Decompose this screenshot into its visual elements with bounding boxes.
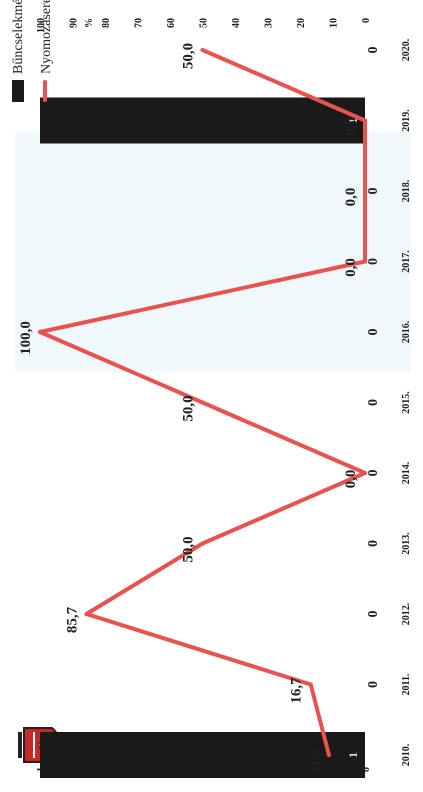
legend-label-line: Nyomozáseredményességi mutató (%) (39, 0, 54, 74)
line-point-2018. (363, 189, 367, 193)
background-watermark (15, 132, 410, 372)
legend-label-bar: Bűncselekmények száma (11, 0, 26, 74)
right-axis: 0 10 20 30 40 50 60 70 80 90 100 (36, 18, 372, 33)
right-tick-label: 50 (199, 18, 210, 28)
line-point-2010. (326, 753, 331, 757)
x-tick-label: 2018. (401, 179, 412, 202)
right-tick-label: 90 (69, 18, 80, 28)
line-point-2011. (308, 682, 313, 687)
line-point-2019. (363, 118, 367, 123)
line-point-2016. (38, 330, 42, 334)
right-tick-label: 10 (329, 18, 340, 28)
right-tick-label: 30 (264, 18, 275, 28)
x-tick-label: 2020. (401, 38, 412, 61)
line-value-label: 0,0 (343, 470, 359, 489)
line-value-label: 0,0 (343, 258, 359, 277)
bar-value-label: 1 (346, 752, 360, 758)
x-tick-label: 2012. (401, 602, 412, 625)
right-tick-label: 0 (361, 18, 372, 23)
right-tick-label: 60 (166, 18, 177, 28)
x-tick-label: 2019. (401, 109, 412, 132)
line-value-label: 0,0 (343, 117, 359, 136)
bar-value-label: 1 (346, 118, 360, 124)
count-label: 0 (366, 681, 381, 688)
legend-swatch-bar (12, 80, 24, 102)
right-tick-label: 80 (101, 18, 112, 28)
count-label: 0 (366, 329, 381, 336)
bar-2019. (40, 97, 365, 144)
line-series-points (38, 48, 367, 757)
line-value-label: 50,0 (181, 43, 197, 69)
count-label: 0 (366, 47, 381, 54)
left-tick-label: 0 (361, 767, 372, 772)
count-label: 0 (366, 399, 381, 406)
line-value-label: 50,0 (181, 536, 197, 562)
line-point-2020. (200, 48, 205, 52)
bar-2010. (40, 732, 365, 778)
line-value-label: 50,0 (181, 395, 197, 421)
bar-value-labels: 11 (346, 118, 360, 759)
count-label: 0 (366, 540, 381, 547)
line-value-label: 100,0 (18, 321, 34, 355)
line-point-2017. (363, 259, 367, 264)
x-tick-label: 2017. (401, 250, 412, 273)
line-point-2014. (363, 471, 367, 475)
count-labels: 0 0 0 0 0 0 0 0 0 (366, 47, 381, 689)
x-axis-tick-labels: 2010. 2011. 2012. 2013. 2014. 2015. 2016. 2017.… (401, 38, 412, 766)
x-tick-label: 2010. (401, 743, 412, 766)
bar-series (40, 97, 365, 778)
right-axis-title: % (84, 18, 95, 28)
count-label: 0 (366, 188, 381, 195)
line-value-label: 16,7 (289, 677, 305, 704)
crest-crown (18, 732, 22, 758)
count-label: 0 (366, 611, 381, 618)
right-tick-label: 20 (296, 18, 307, 28)
x-tick-label: 2016. (401, 320, 412, 343)
right-tick-label: 70 (134, 18, 145, 28)
line-value-label: 11,1 (307, 748, 323, 773)
legend-swatch-line (43, 80, 47, 102)
line-value-label: 0,0 (343, 188, 359, 207)
x-tick-label: 2015. (401, 391, 412, 414)
line-point-2015. (200, 400, 205, 405)
x-tick-label: 2011. (401, 673, 412, 695)
x-tick-label: 2013. (401, 532, 412, 555)
line-value-label: 85,7 (64, 606, 80, 633)
count-label: 0 (366, 258, 381, 265)
legend: Bűncselekmények száma Nyomozáseredményes… (11, 0, 54, 102)
line-point-2013. (200, 541, 205, 546)
x-tick-label: 2014. (401, 461, 412, 484)
count-label: 0 (366, 470, 381, 477)
right-tick-label: 40 (231, 18, 242, 28)
right-tick-label: 100 (36, 18, 47, 33)
line-value-labels: 11,1 16,7 85,7 50,0 0,0 50,0 100,0 0,0 0,0 0,0 50,… (18, 43, 359, 774)
line-point-2012. (84, 612, 89, 616)
